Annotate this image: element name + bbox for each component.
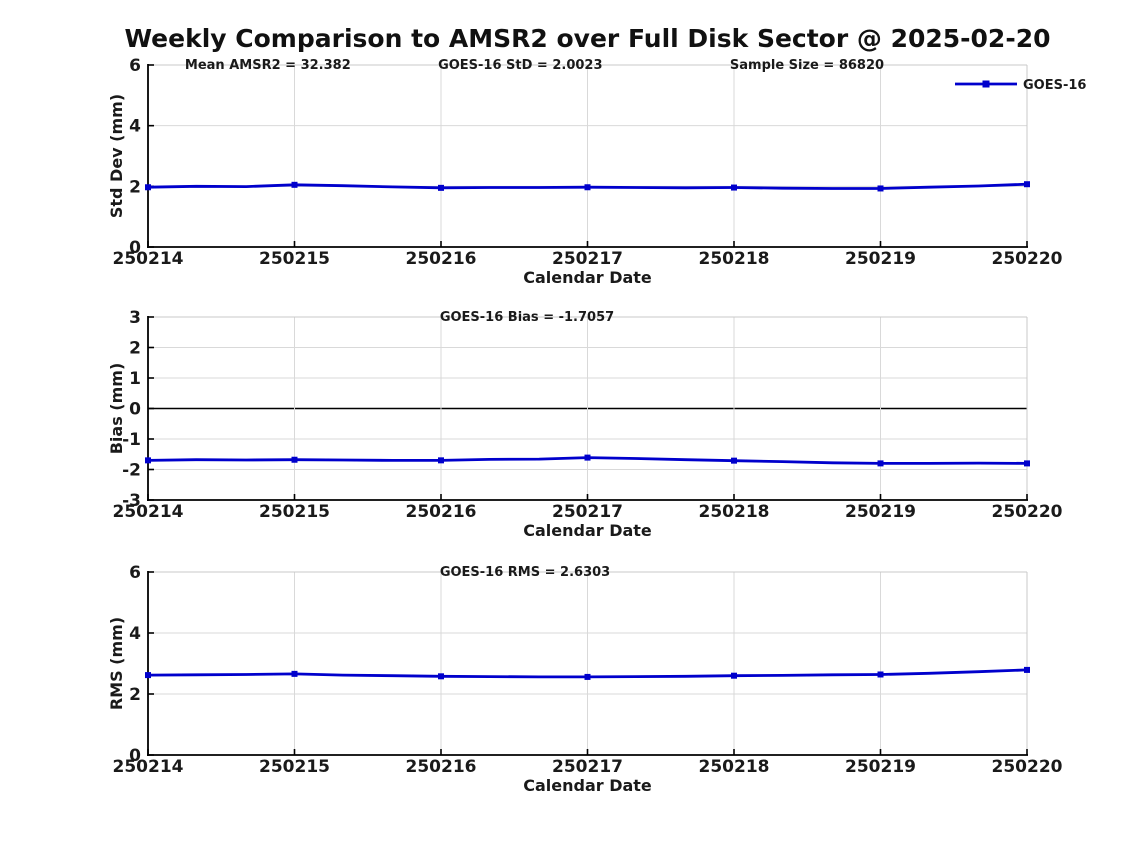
x-tick-label: 250217	[552, 757, 623, 777]
subplot-stddev: 0 2 4 6 250214 250215 250216 250217 250218 250219…	[107, 56, 1086, 287]
x-tick-label: 250220	[992, 757, 1063, 777]
data-point-marker	[584, 673, 591, 680]
legend-label: GOES-16	[1023, 78, 1086, 93]
data-point-marker	[584, 184, 591, 191]
annotation: GOES-16 Bias = -1.7057	[440, 310, 614, 325]
y-tick-label: 1	[129, 369, 141, 389]
y-axis-label: Std Dev (mm)	[107, 94, 126, 218]
x-axis-label: Calendar Date	[523, 776, 652, 795]
x-tick-label: 250215	[259, 757, 330, 777]
y-axis-label: RMS (mm)	[107, 617, 126, 710]
annotation: GOES-16 RMS = 2.6303	[440, 565, 610, 580]
data-point-marker	[145, 672, 151, 679]
data-point-marker	[1024, 460, 1030, 467]
x-tick-label: 250216	[406, 757, 477, 777]
annotation: Mean AMSR2 = 32.382	[185, 58, 351, 73]
data-point-marker	[584, 454, 591, 461]
data-point-marker	[877, 185, 884, 192]
x-tick-label: 250214	[113, 249, 184, 269]
x-tick-label: 250214	[113, 502, 184, 522]
x-tick-label: 250217	[552, 502, 623, 522]
x-tick-label: 250216	[406, 249, 477, 269]
data-point-marker	[1024, 181, 1030, 188]
data-point-marker	[438, 184, 444, 191]
x-tick-label: 250214	[113, 757, 184, 777]
x-tick-label: 250220	[992, 249, 1063, 269]
y-tick-label: 0	[129, 746, 141, 766]
x-tick-label: 250219	[845, 757, 916, 777]
y-tick-label: 6	[129, 563, 141, 583]
y-tick-label: 3	[129, 308, 141, 328]
y-tick-label: -3	[122, 491, 141, 511]
x-axis-label: Calendar Date	[523, 521, 652, 540]
x-tick-label: 250218	[699, 249, 770, 269]
y-tick-label: 4	[129, 117, 141, 137]
x-tick-label: 250215	[259, 502, 330, 522]
y-tick-label: -2	[122, 461, 141, 481]
data-point-marker	[877, 671, 884, 678]
data-point-marker	[877, 460, 884, 467]
x-tick-label: 250215	[259, 249, 330, 269]
annotation: Sample Size = 86820	[730, 58, 884, 73]
data-point-marker	[731, 457, 737, 464]
x-tick-label: 250220	[992, 502, 1063, 522]
chart-title: Weekly Comparison to AMSR2 over Full Dis…	[124, 24, 1051, 53]
y-tick-label: 2	[129, 685, 141, 705]
data-point-marker	[145, 184, 151, 191]
x-tick-label: 250218	[699, 757, 770, 777]
x-tick-label: 250219	[845, 249, 916, 269]
data-point-marker	[291, 456, 298, 463]
x-tick-label: 250217	[552, 249, 623, 269]
y-axis-label: Bias (mm)	[107, 363, 126, 455]
x-tick-label: 250218	[699, 502, 770, 522]
data-point-marker	[731, 184, 737, 191]
x-tick-label: 250219	[845, 502, 916, 522]
x-tick-label: 250216	[406, 502, 477, 522]
data-point-marker	[731, 672, 737, 679]
data-point-marker	[291, 181, 298, 188]
data-point-marker	[291, 670, 298, 677]
legend: GOES-16	[955, 78, 1086, 93]
y-tick-label: 2	[129, 339, 141, 359]
x-axis-label: Calendar Date	[523, 268, 652, 287]
subplot-rms: 0 2 4 6 250214 250215 250216 250217 250218 250219…	[107, 563, 1063, 795]
y-tick-label: 0	[129, 238, 141, 258]
annotation: GOES-16 StD = 2.0023	[438, 58, 602, 73]
subplot-bias: -3 -2 -1 0 1 2 3 250214 250215 250216 250217 250218…	[107, 308, 1063, 540]
y-tick-label: 0	[129, 400, 141, 420]
data-point-marker	[145, 457, 151, 464]
y-tick-label: 2	[129, 177, 141, 197]
y-tick-label: 6	[129, 56, 141, 76]
data-point-marker	[1024, 666, 1030, 673]
data-point-marker	[438, 457, 444, 464]
legend-marker	[982, 80, 990, 88]
data-point-marker	[438, 673, 444, 680]
y-tick-label: -1	[122, 430, 141, 450]
y-tick-label: 4	[129, 624, 141, 644]
